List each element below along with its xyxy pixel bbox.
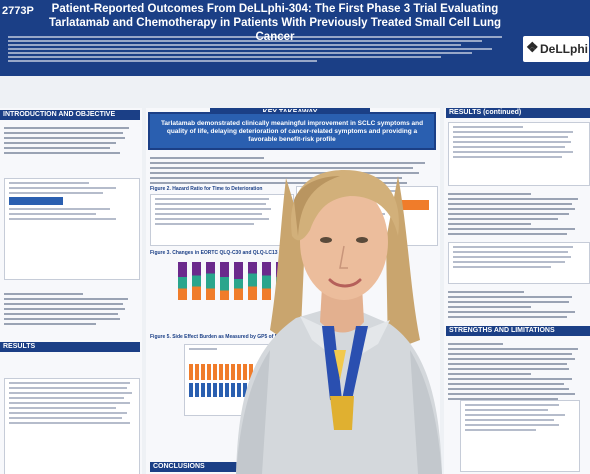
smile bbox=[328, 278, 362, 288]
baseline-characteristics-table bbox=[4, 378, 140, 474]
results-heading-left: RESULTS bbox=[0, 342, 140, 352]
results-continued-heading: RESULTS (continued) bbox=[446, 108, 590, 118]
figure-2-forest-plot bbox=[150, 194, 294, 246]
figure-3-bar bbox=[220, 262, 229, 300]
lanyard-clip bbox=[330, 396, 354, 430]
change-from-baseline-text bbox=[448, 288, 586, 321]
secondary-endpoints-text bbox=[150, 154, 436, 187]
right-eye bbox=[356, 237, 368, 243]
intro-text bbox=[4, 124, 136, 157]
logo-mark-icon: ❖ bbox=[526, 39, 539, 55]
poster-banner: 2773P Patient-Reported Outcomes From DeL… bbox=[0, 0, 590, 76]
key-takeaway-box: Tarlatamab demonstrated clinically meani… bbox=[148, 112, 436, 150]
logo-text: DeLLphi bbox=[540, 42, 588, 56]
figure-5-title: Figure 5. Side Effect Burden as Measured… bbox=[150, 334, 297, 340]
poster-title-line-1: Patient-Reported Outcomes From DeLLphi-3… bbox=[51, 3, 499, 15]
figure-2-title: Figure 2. Hazard Ratio for Time to Deter… bbox=[150, 186, 263, 192]
left-eye bbox=[320, 237, 332, 243]
dellphi-logo: ❖ DeLLphi bbox=[523, 36, 589, 62]
conclusions-heading: CONCLUSIONS bbox=[150, 462, 270, 472]
figure-3-bar bbox=[192, 262, 201, 300]
deterioration-analysis-text bbox=[448, 190, 586, 238]
figure-3-bar bbox=[178, 262, 187, 300]
face bbox=[300, 184, 388, 300]
strengths-figure bbox=[460, 400, 580, 472]
lanyard-right bbox=[342, 326, 368, 400]
figure-3-bar bbox=[248, 262, 257, 300]
figure-3-bar bbox=[206, 262, 215, 300]
poster-id: 2773P bbox=[2, 5, 34, 17]
figure-3-title: Figure 3. Changes in EORTC QLQ-C30 and Q… bbox=[150, 250, 332, 256]
statistical-analysis-text bbox=[4, 290, 136, 328]
nose bbox=[339, 245, 348, 269]
study-design-figure bbox=[4, 178, 140, 280]
author-list bbox=[8, 34, 523, 64]
figure-3-bar bbox=[262, 262, 271, 300]
lanyard-left bbox=[322, 326, 342, 400]
intro-heading: INTRODUCTION AND OBJECTIVE bbox=[0, 110, 140, 120]
key-takeaway-text: Tarlatamab demonstrated clinically meani… bbox=[160, 120, 424, 143]
figure-3-bar bbox=[234, 262, 243, 300]
responder-table bbox=[448, 242, 590, 284]
compliance-table bbox=[448, 122, 590, 186]
strengths-text bbox=[448, 340, 586, 403]
strengths-heading: STRENGTHS AND LIMITATIONS bbox=[446, 326, 590, 336]
